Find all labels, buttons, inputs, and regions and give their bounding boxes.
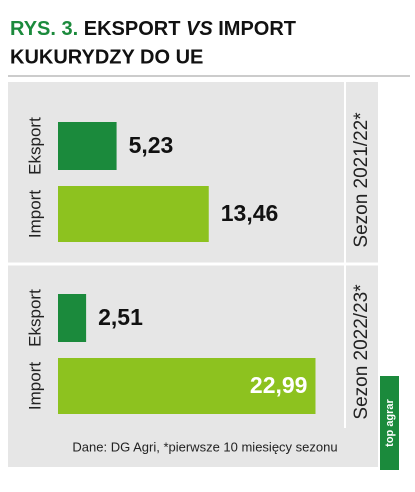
value-label: 13,46 — [221, 200, 279, 226]
bar — [58, 358, 316, 414]
value-label: 22,99 — [250, 372, 308, 398]
title-part: IMPORT — [218, 18, 296, 40]
value-label: 2,51 — [98, 304, 143, 330]
logo: top agrar — [384, 398, 396, 446]
group-label: Sezon 2022/23* — [351, 284, 372, 420]
series-label: Eksport — [25, 289, 44, 347]
series-label: Import — [25, 190, 44, 238]
bar — [58, 122, 117, 170]
logo-box — [380, 376, 399, 470]
chart-title: RYS. 3. EKSPORT VS IMPORT — [10, 18, 296, 40]
bar — [58, 294, 87, 342]
bar — [58, 186, 209, 242]
title-part: VS — [186, 18, 213, 40]
series-label: Import — [25, 362, 44, 410]
title-prefix: RYS. 3. — [10, 18, 78, 40]
series-label: Eksport — [25, 117, 44, 175]
group-label: Sezon 2021/22* — [351, 112, 372, 248]
value-label: 5,23 — [129, 132, 174, 158]
title-part: EKSPORT — [84, 18, 181, 40]
source-note: Dane: DG Agri, *pierwsze 10 miesięcy sez… — [72, 439, 337, 454]
chart-title: KUKURYDZY DO UE — [10, 46, 203, 68]
